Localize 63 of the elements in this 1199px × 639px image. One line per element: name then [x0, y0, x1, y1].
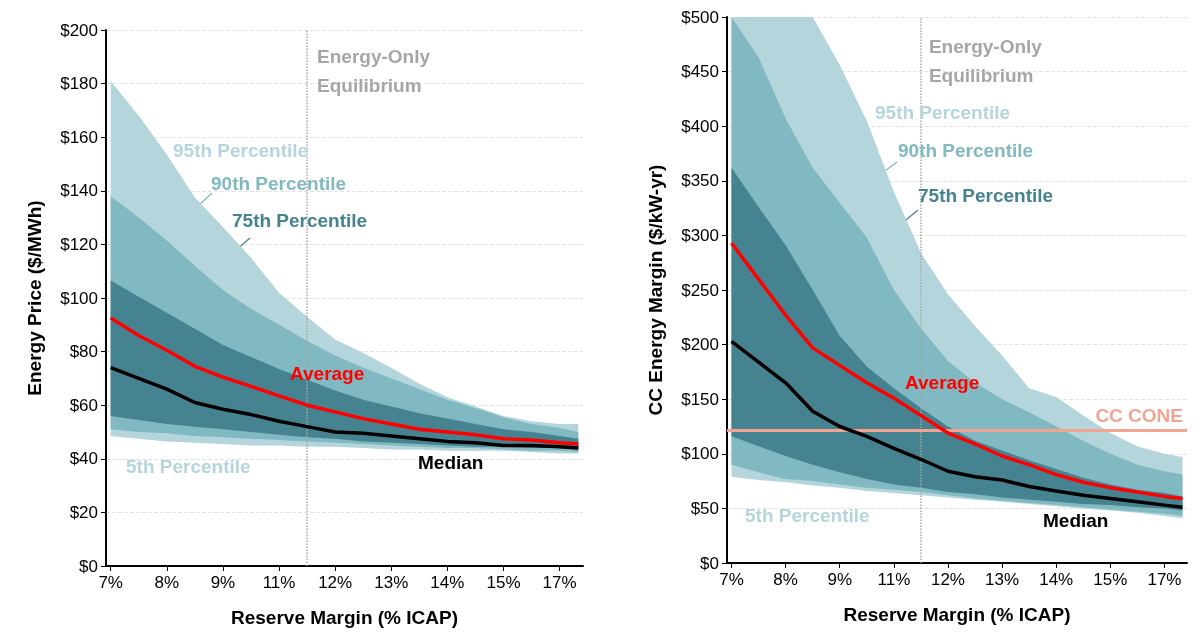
- series-label: Average: [905, 371, 980, 393]
- y-tick-label: $150: [681, 389, 719, 409]
- x-tick-label: 9%: [210, 573, 236, 592]
- y-tick-label: $20: [69, 502, 98, 522]
- y-tick-label: $160: [60, 127, 98, 147]
- y-tick-label: $250: [681, 280, 719, 300]
- legend-label: 90th Percentile: [211, 172, 347, 194]
- series-label: Median: [418, 451, 484, 473]
- y-tick-label: $200: [681, 335, 719, 355]
- y-axis-title: CC Energy Margin ($/kW-yr): [645, 164, 666, 416]
- x-tick-label: 15%: [1093, 570, 1128, 589]
- line-series: [108, 316, 581, 446]
- ref-line-label: CC CONE: [1095, 405, 1183, 427]
- y-tick-label: $350: [681, 171, 719, 191]
- y-tick-label: $400: [681, 116, 719, 136]
- x-axis-title: Reserve Margin (% ICAP): [230, 607, 459, 628]
- x-tick-label: 7%: [98, 573, 123, 592]
- y-axis-title: Energy Price ($/MWh): [24, 200, 45, 396]
- y-tick-label: $100: [681, 444, 719, 464]
- line-series: [108, 365, 581, 450]
- legend-label: 75th Percentile: [232, 209, 368, 231]
- x-tick-label: 17%: [1147, 570, 1182, 589]
- x-tick-label: 14%: [430, 573, 465, 592]
- annotation: 5th Percentile: [745, 504, 870, 526]
- x-tick-label: 13%: [985, 570, 1020, 589]
- x-tick-label: 11%: [262, 573, 296, 592]
- x-axis-title: Reserve Margin (% ICAP): [843, 604, 1071, 625]
- x-tick-label: 8%: [773, 570, 798, 589]
- line-series: [729, 339, 1185, 510]
- y-tick-label: $100: [60, 288, 98, 308]
- x-tick-label: 12%: [318, 573, 353, 592]
- y-tick-label: $500: [681, 7, 719, 27]
- x-tick-label: 8%: [154, 573, 180, 592]
- y-tick-label: $300: [681, 225, 719, 245]
- y-tick-label: $140: [60, 181, 98, 201]
- x-tick-label: 17%: [542, 573, 577, 592]
- ref-line-label: Energy-Only Equilibrium: [317, 46, 436, 96]
- x-tick-label: 7%: [719, 570, 744, 589]
- series-label: Median: [1043, 509, 1109, 531]
- line-series: [729, 241, 1185, 501]
- x-tick-label: 13%: [374, 573, 409, 592]
- y-tick-label: $200: [60, 20, 98, 40]
- legend-label: 95th Percentile: [875, 101, 1011, 123]
- x-tick-label: 9%: [827, 570, 853, 589]
- legend-label: 75th Percentile: [918, 184, 1054, 206]
- legend-label: 90th Percentile: [898, 139, 1034, 161]
- y-tick-label: $50: [690, 498, 719, 518]
- x-tick-label: 12%: [930, 570, 965, 589]
- y-tick-label: $180: [60, 74, 98, 94]
- y-tick-label: $0: [79, 556, 98, 576]
- legend-label: 95th Percentile: [173, 139, 309, 161]
- x-tick-label: 11%: [877, 570, 911, 589]
- y-tick-label: $80: [69, 342, 98, 362]
- series-label: Average: [290, 362, 365, 384]
- ref-line-label: Energy-Only Equilibrium: [928, 36, 1048, 86]
- annotation: 5th Percentile: [126, 455, 251, 477]
- y-tick-label: $450: [681, 62, 719, 82]
- y-tick-label: $60: [69, 395, 98, 415]
- x-tick-label: 14%: [1039, 570, 1074, 589]
- y-tick-label: $0: [700, 553, 719, 573]
- y-tick-label: $40: [69, 449, 98, 469]
- x-tick-label: 15%: [486, 573, 521, 592]
- y-tick-label: $120: [60, 234, 98, 254]
